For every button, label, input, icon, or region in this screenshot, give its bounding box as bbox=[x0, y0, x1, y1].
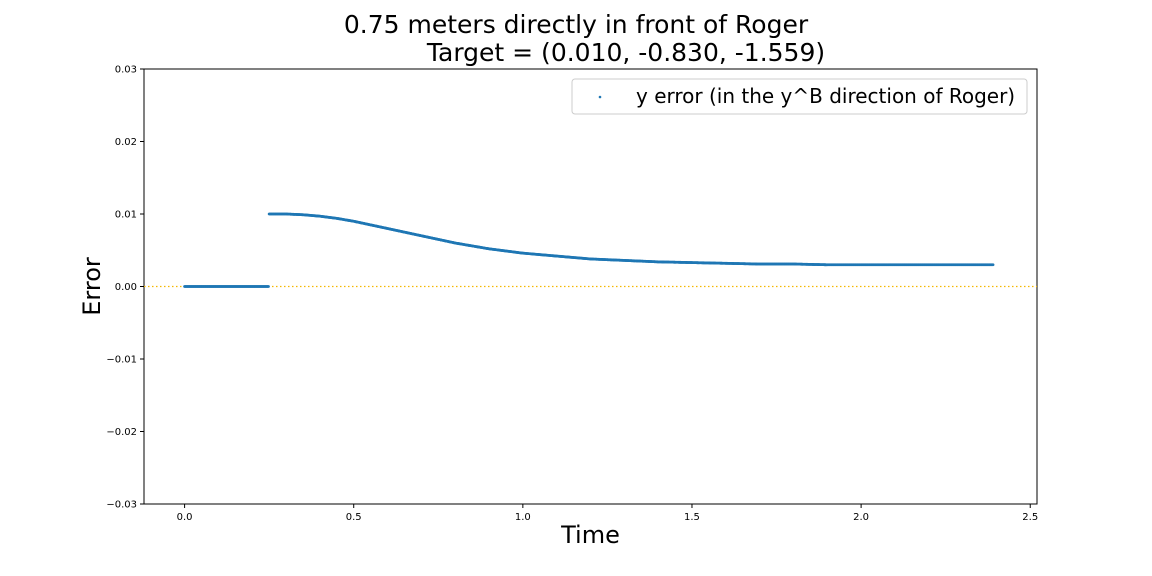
y-tick-label: 0.02 bbox=[115, 137, 137, 148]
legend-marker bbox=[598, 95, 602, 99]
y-tick-label: 0.00 bbox=[115, 282, 137, 293]
x-tick-label: 0.5 bbox=[346, 512, 362, 523]
x-tick-label: 2.0 bbox=[853, 512, 869, 523]
y-tick-label: 0.03 bbox=[115, 65, 137, 76]
ticks-group: 0.0 0.5 1.0 1.5 2.0 2.5 0.03 0.02 0.01 0.00 −0.01 −… bbox=[106, 65, 1038, 524]
y-tick-label: −0.01 bbox=[106, 355, 137, 366]
series-points-group bbox=[183, 212, 995, 288]
chart-title-line-2: Target = (0.010, -0.830, -1.559) bbox=[426, 38, 826, 67]
x-tick-label: 0.0 bbox=[177, 512, 193, 523]
y-tick-label: 0.01 bbox=[115, 210, 137, 221]
legend: y error (in the y^B direction of Roger) bbox=[571, 78, 1028, 115]
legend-label: y error (in the y^B direction of Roger) bbox=[636, 84, 1015, 108]
y-axis-label: Error bbox=[78, 257, 106, 316]
legend-box bbox=[571, 78, 1028, 115]
x-tick-label: 2.5 bbox=[1022, 512, 1038, 523]
x-tick-label: 1.0 bbox=[515, 512, 531, 523]
chart-title-line-1: 0.75 meters directly in front of Roger bbox=[343, 10, 809, 39]
plot-area-frame bbox=[143, 68, 1038, 505]
x-tick-label: 1.5 bbox=[684, 512, 700, 523]
data-point bbox=[991, 263, 995, 267]
y-tick-label: −0.03 bbox=[106, 500, 137, 511]
x-axis-label: Time bbox=[560, 521, 620, 549]
data-point bbox=[267, 285, 270, 288]
y-tick-label: −0.02 bbox=[106, 427, 137, 438]
